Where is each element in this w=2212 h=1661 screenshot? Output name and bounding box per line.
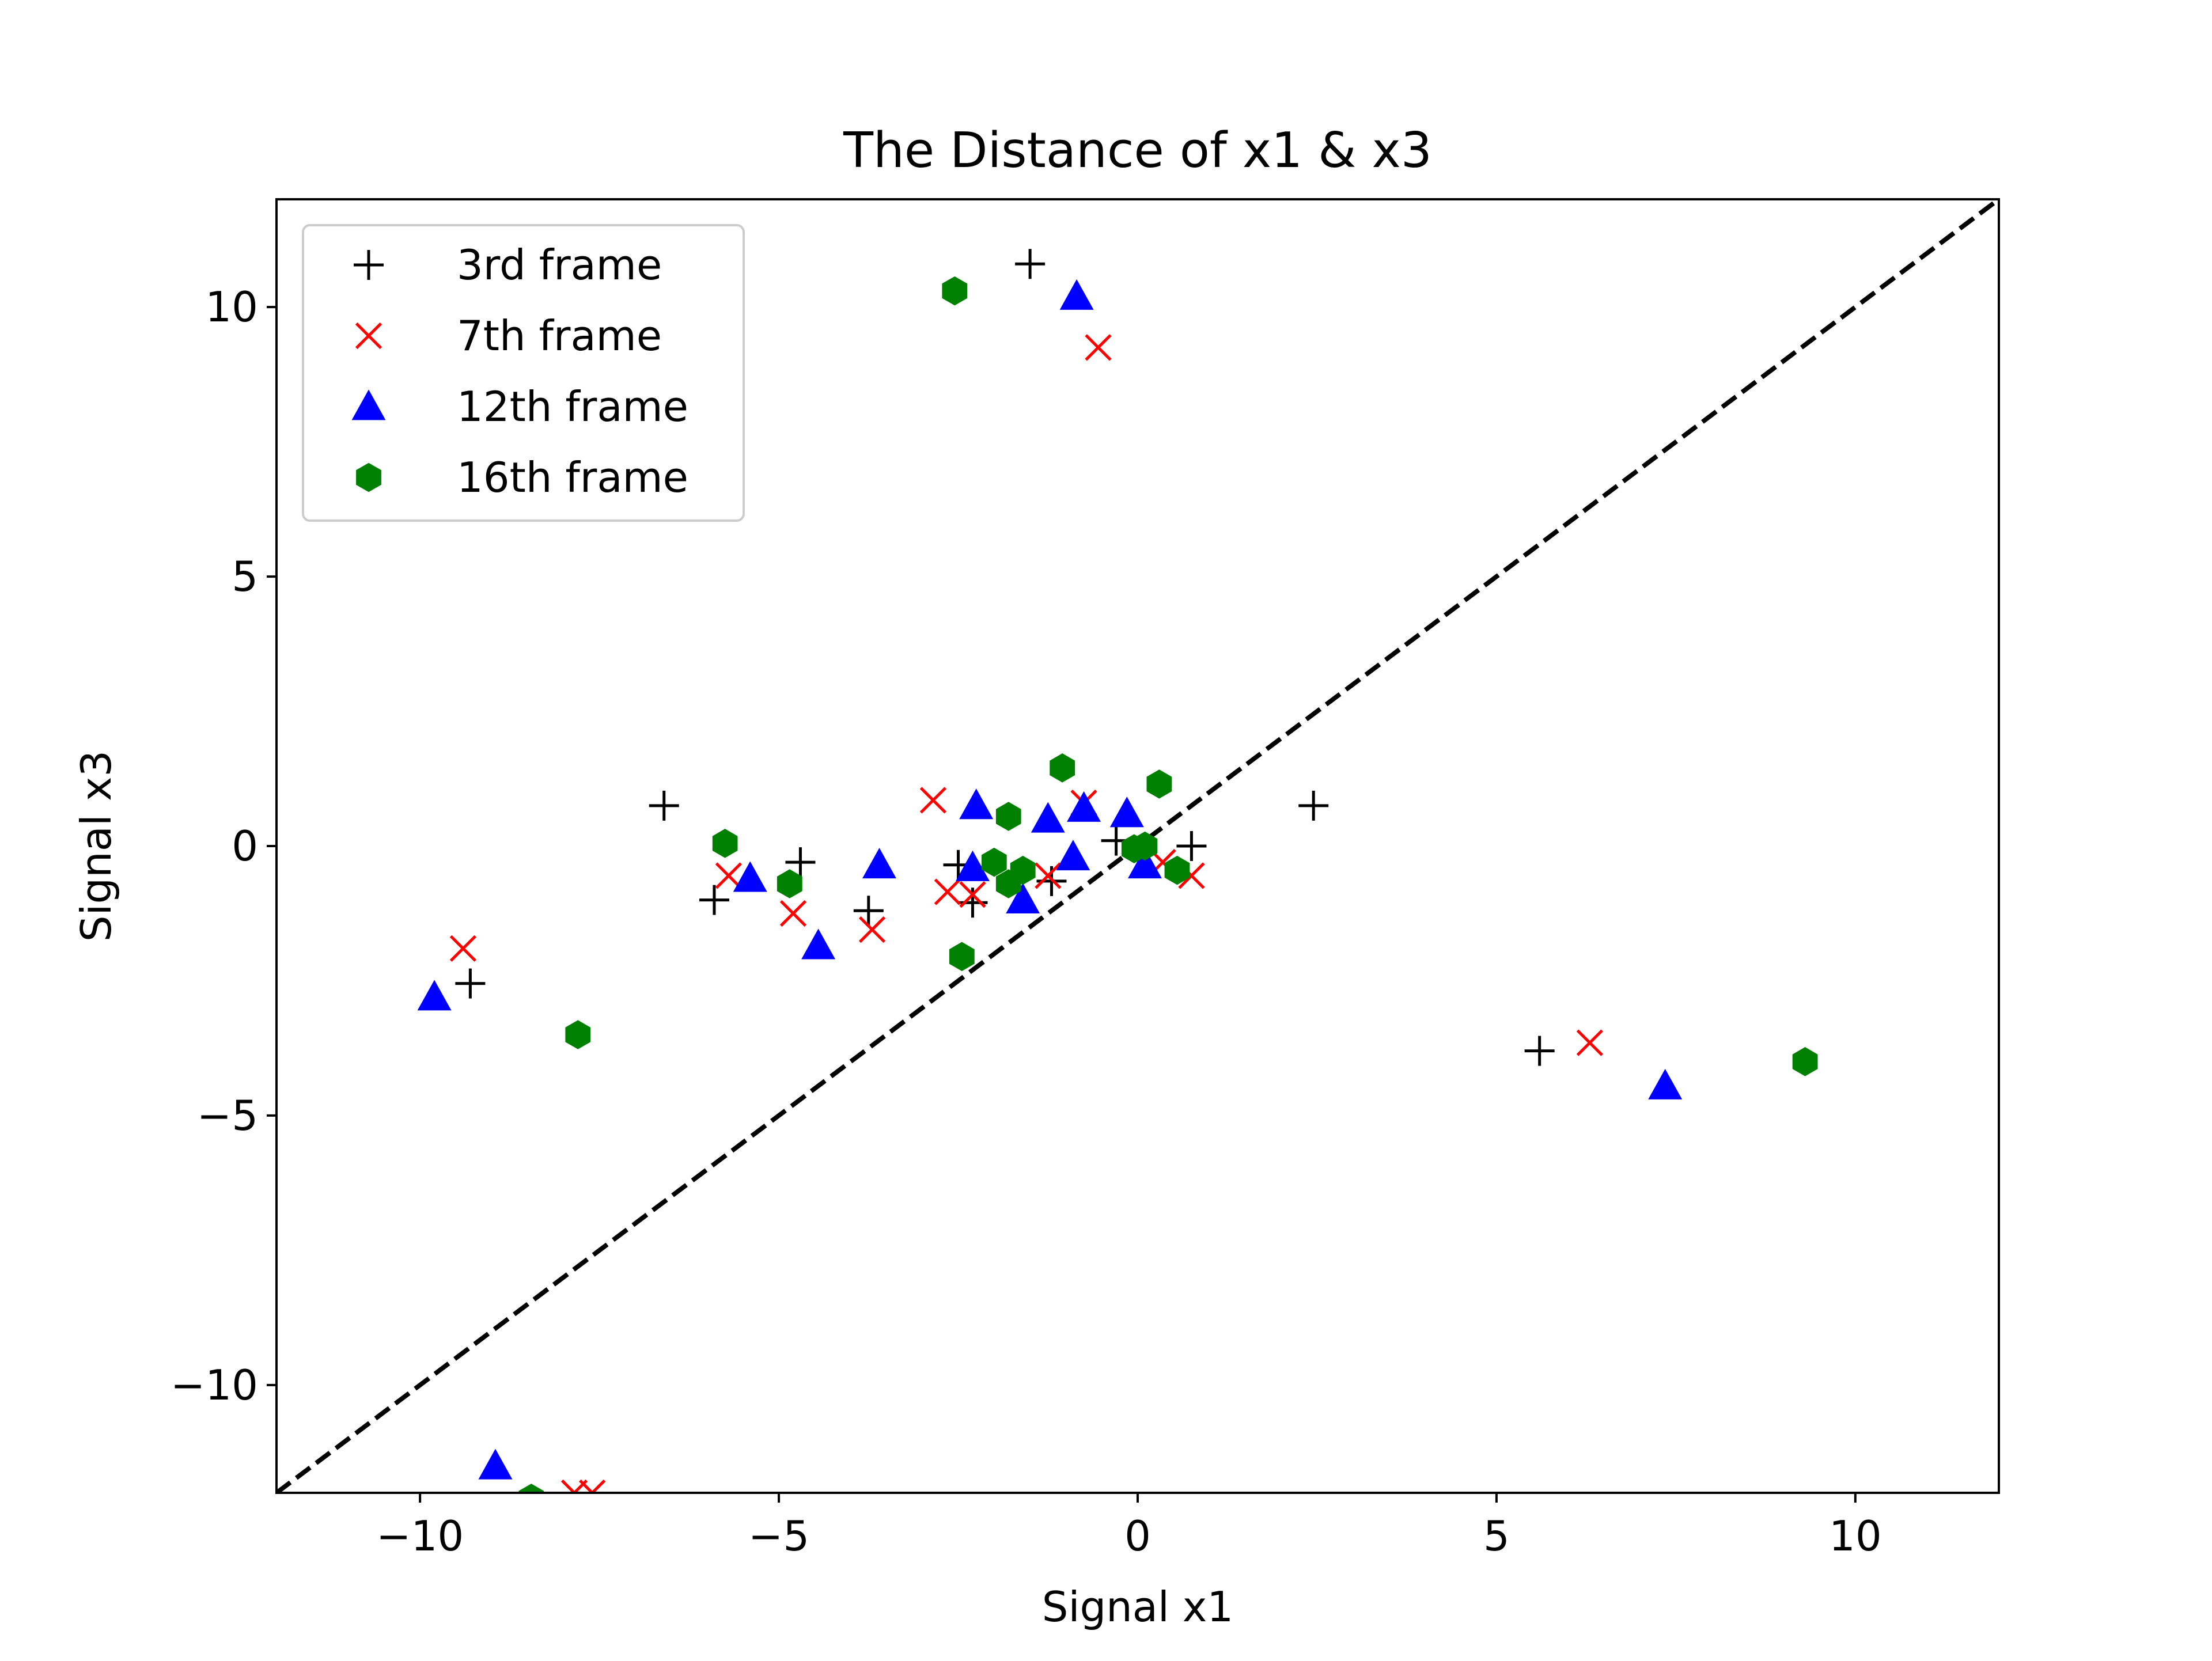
chart-title: The Distance of x1 & x3 — [843, 122, 1432, 179]
legend-box — [302, 224, 745, 522]
x-tick-label: 5 — [1483, 1512, 1510, 1560]
data-point — [449, 935, 477, 962]
data-point — [699, 885, 729, 915]
data-point — [934, 878, 961, 905]
x-axis: −10 −5 0 5 10 — [376, 1493, 1882, 1560]
data-point — [579, 1479, 606, 1493]
data-point — [942, 276, 968, 306]
data-point — [1792, 1047, 1818, 1076]
data-point — [455, 968, 486, 999]
legend: 3rd frame 7th frame 12th frame 16th frame — [302, 224, 745, 522]
y-axis-label: Signal x3 — [72, 750, 120, 942]
y-tick-label: −10 — [171, 1361, 258, 1409]
data-point — [785, 847, 816, 878]
data-point — [733, 861, 767, 892]
legend-marker — [351, 389, 386, 420]
legend-marker — [356, 462, 381, 492]
legend-marker — [355, 322, 382, 350]
y-tick-label: 10 — [205, 283, 258, 331]
data-point — [981, 847, 1007, 877]
data-point — [949, 942, 975, 972]
series-triangle — [417, 279, 1683, 1480]
legend-item: 12th frame — [351, 382, 688, 431]
data-point — [649, 790, 679, 821]
data-point — [1085, 334, 1112, 361]
data-point — [1524, 1036, 1555, 1066]
data-point — [478, 1448, 513, 1480]
data-point — [1298, 790, 1329, 821]
legend-item: 3rd frame — [354, 241, 662, 289]
data-points-layer — [417, 249, 1818, 1493]
x-tick-label: 0 — [1124, 1512, 1151, 1560]
data-point — [1015, 249, 1046, 279]
data-point — [1176, 831, 1207, 861]
legend-label: 7th frame — [457, 312, 662, 360]
x-tick-label: 10 — [1829, 1512, 1882, 1560]
data-point — [1576, 1029, 1603, 1056]
data-point — [1059, 279, 1094, 310]
y-tick-label: 5 — [232, 552, 258, 601]
data-point — [417, 980, 452, 1011]
data-point — [1132, 831, 1158, 861]
data-point — [1056, 840, 1090, 871]
data-point — [1006, 882, 1040, 913]
data-point — [1164, 855, 1190, 885]
x-axis-label: Signal x1 — [1042, 1583, 1233, 1631]
data-point — [801, 928, 836, 960]
data-point — [862, 848, 896, 879]
x-tick-label: −10 — [376, 1512, 464, 1560]
data-point — [959, 881, 986, 908]
data-point — [1146, 769, 1172, 799]
y-tick-label: 0 — [232, 822, 258, 870]
data-point — [1128, 848, 1162, 879]
data-point — [1035, 862, 1062, 889]
data-point — [779, 900, 807, 927]
series-hexagon — [518, 276, 1818, 1493]
data-point — [518, 1484, 544, 1493]
data-point — [1050, 753, 1075, 783]
data-point — [858, 916, 886, 943]
legend-item: 7th frame — [355, 312, 662, 360]
y-tick-label: −5 — [197, 1091, 258, 1140]
x-tick-label: −5 — [748, 1512, 809, 1560]
data-point — [956, 850, 990, 881]
data-point — [1109, 797, 1144, 828]
data-point — [715, 862, 742, 889]
data-point — [712, 829, 738, 858]
data-point — [565, 1020, 591, 1049]
data-point — [1648, 1068, 1683, 1099]
data-point — [853, 896, 884, 926]
data-point — [1067, 791, 1101, 822]
data-point — [959, 788, 994, 820]
data-point — [1031, 802, 1065, 833]
series-x — [449, 334, 1603, 1493]
legend-item: 16th frame — [356, 453, 688, 502]
legend-marker — [354, 250, 384, 280]
y-axis: −10 −5 0 5 10 — [171, 283, 276, 1409]
data-point — [957, 888, 988, 918]
data-point — [777, 869, 802, 898]
data-point — [919, 787, 947, 814]
data-point — [995, 802, 1021, 831]
data-point — [1010, 855, 1036, 885]
legend-label: 16th frame — [457, 453, 688, 502]
legend-label: 12th frame — [457, 382, 688, 431]
legend-label: 3rd frame — [457, 241, 662, 289]
